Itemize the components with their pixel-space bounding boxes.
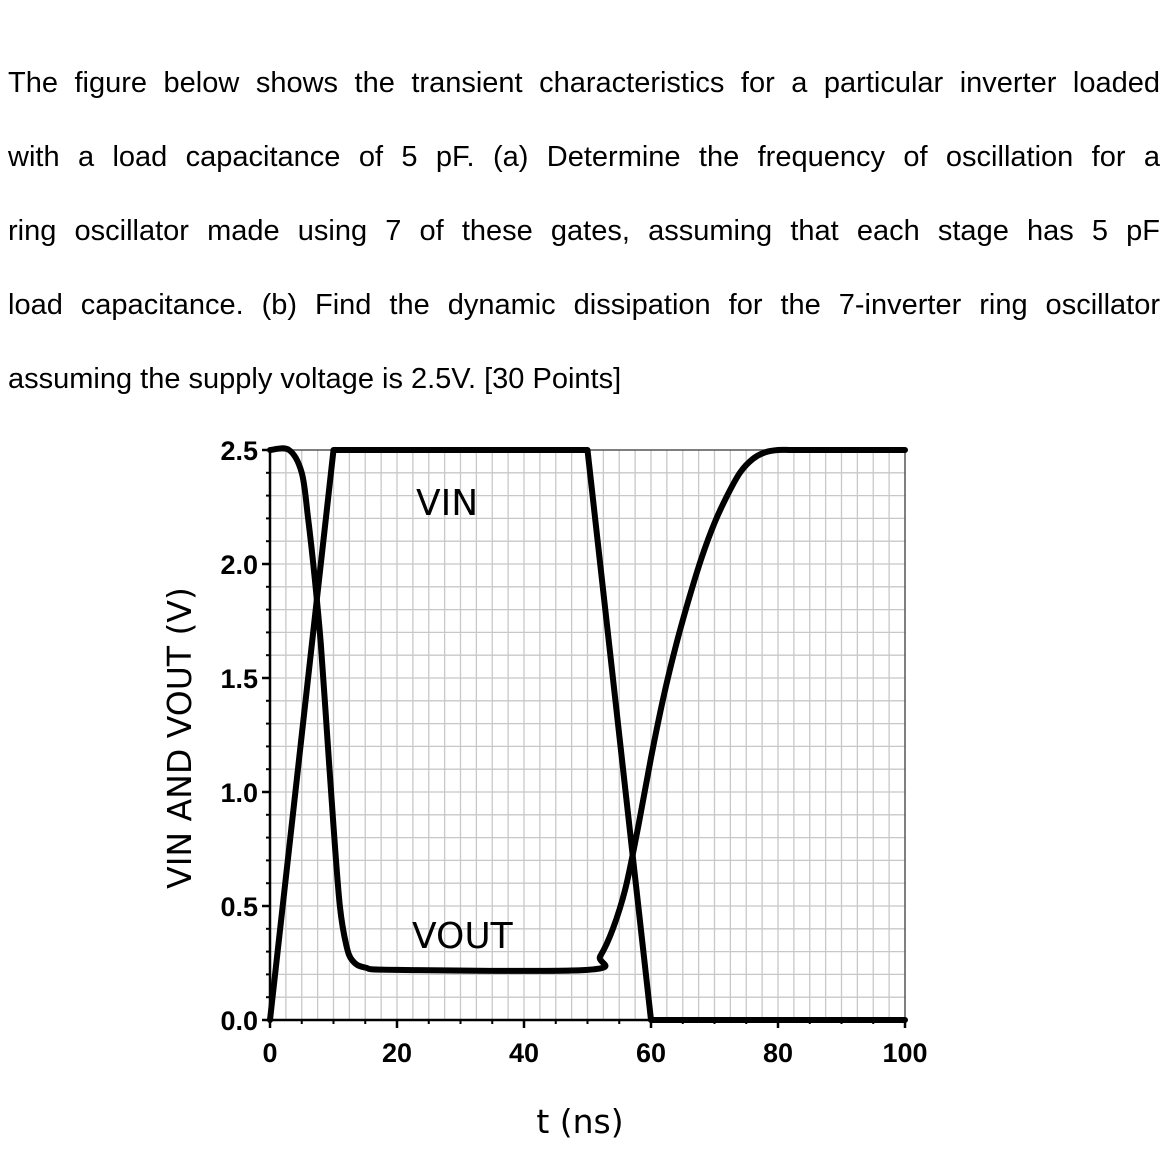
chart-curves: [267, 445, 908, 1023]
vout-series-line: [267, 445, 908, 974]
problem-statement: The figure below shows the transient cha…: [8, 46, 1160, 416]
y-tick-label: 0.0: [220, 1006, 258, 1036]
x-tick-label: 0: [262, 1038, 277, 1068]
problem-line: ring oscillator made using 7 of these ga…: [8, 215, 1160, 247]
x-tick-label: 80: [763, 1038, 793, 1068]
vin-series-line: [267, 447, 908, 1023]
x-tick-label: 20: [382, 1038, 412, 1068]
chart-ticks: 0 20 40 60 80 100 0.0 0.5 1.0 1.5 2.0 2.5: [220, 436, 927, 1068]
x-axis-label: t (ns): [536, 1102, 623, 1141]
y-tick-label: 2.5: [220, 436, 258, 466]
vin-curve-label: VIN: [416, 483, 478, 524]
y-tick-label: 1.0: [220, 778, 258, 808]
x-tick-label: 100: [882, 1038, 927, 1068]
x-tick-label: 40: [509, 1038, 539, 1068]
problem-line: load capacitance. (b) Find the dynamic d…: [8, 289, 1160, 321]
chart-grid: [270, 450, 905, 1020]
vout-curve-label: VOUT: [412, 916, 514, 957]
y-tick-label: 0.5: [220, 892, 258, 922]
y-tick-label: 1.5: [220, 664, 258, 694]
problem-line: The figure below shows the transient cha…: [8, 67, 1160, 99]
x-tick-label: 60: [636, 1038, 666, 1068]
y-axis-label: VIN AND VOUT (V): [160, 587, 199, 889]
problem-line: with a load capacitance of 5 pF. (a) Det…: [8, 141, 1160, 173]
problem-line: assuming the supply voltage is 2.5V. [30…: [8, 363, 622, 395]
y-tick-label: 2.0: [220, 550, 258, 580]
